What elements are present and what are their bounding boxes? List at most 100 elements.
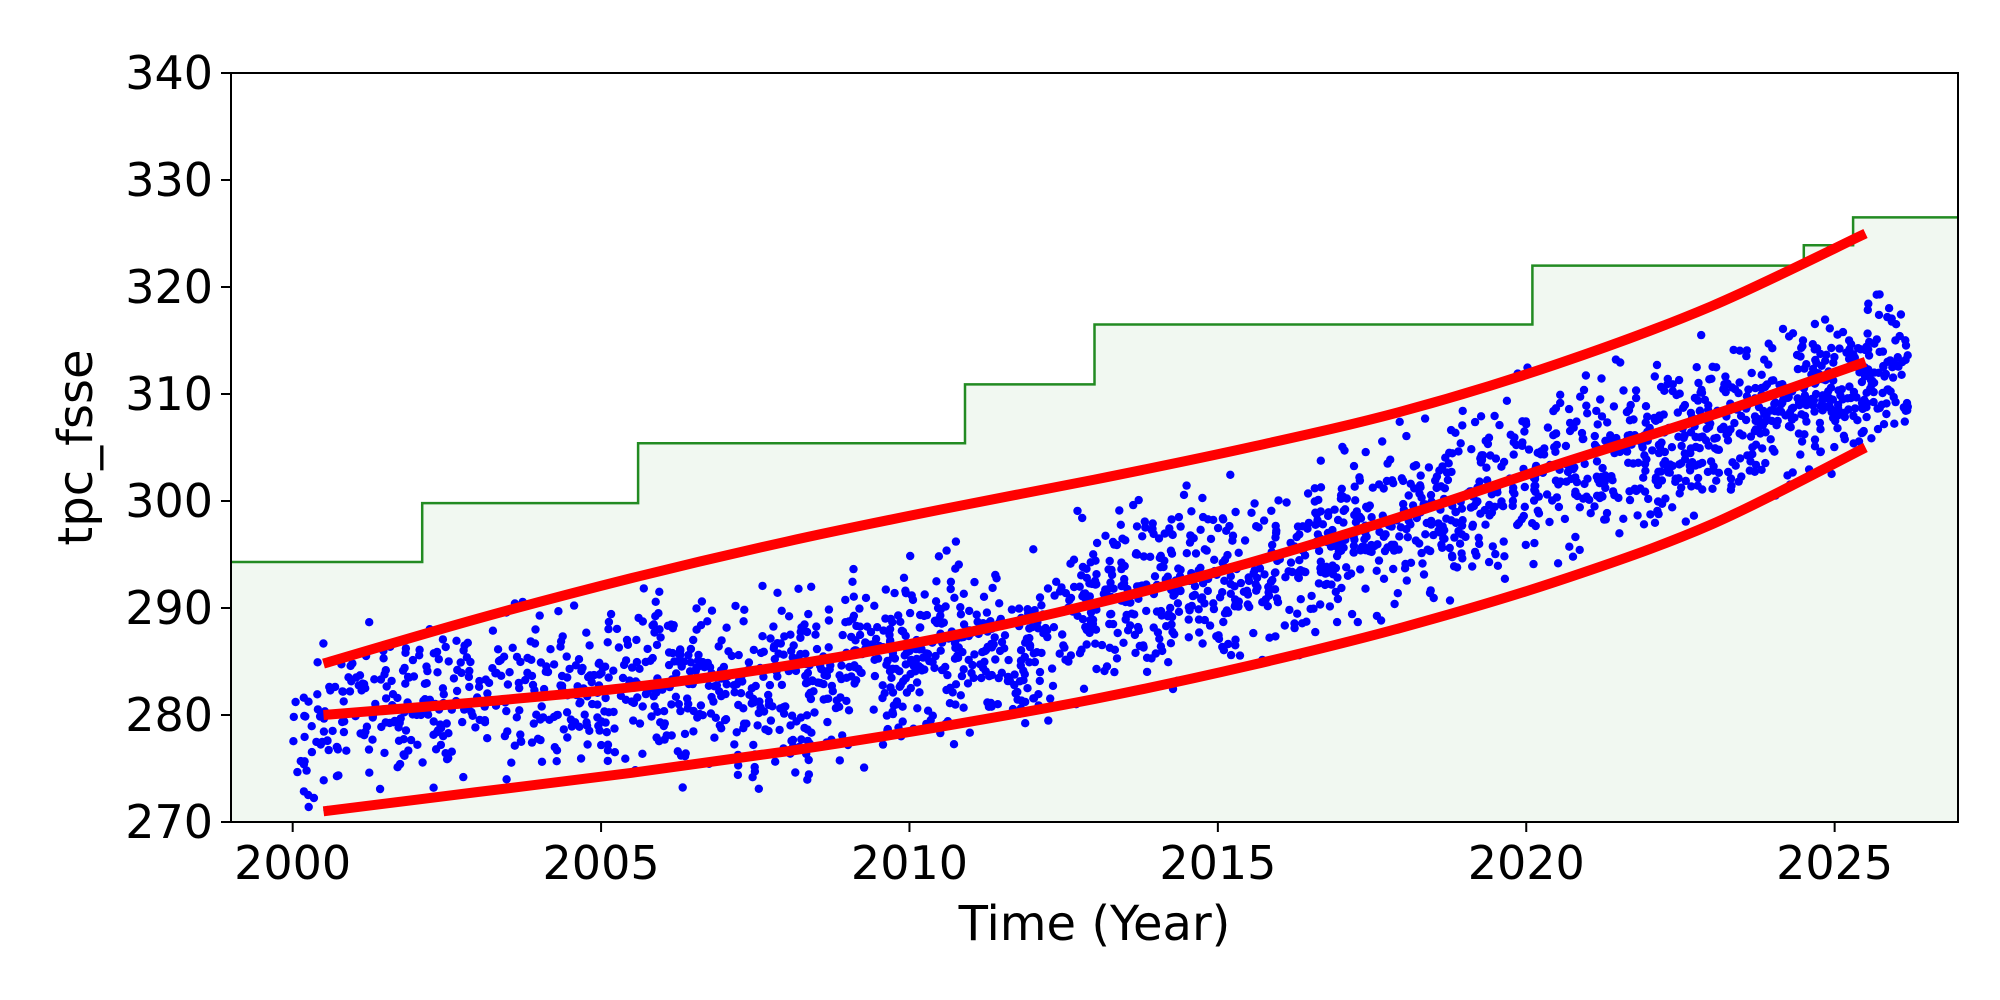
scatter-point	[1583, 409, 1592, 418]
scatter-point	[1215, 593, 1225, 602]
scatter-point	[1800, 430, 1809, 439]
scatter-point	[1893, 353, 1903, 362]
scatter-point	[1564, 404, 1574, 414]
scatter-point	[1421, 530, 1430, 539]
scatter-point	[1777, 407, 1786, 416]
scatter-point	[1323, 511, 1333, 521]
scatter-point	[1378, 437, 1387, 446]
scatter-point	[459, 772, 468, 782]
scatter-point	[651, 597, 660, 606]
scatter-point	[959, 589, 968, 598]
scatter-point	[1196, 563, 1205, 572]
scatter-point	[304, 802, 313, 812]
scatter-point	[380, 748, 389, 758]
scatter-point	[1130, 610, 1139, 619]
scatter-point	[619, 660, 629, 670]
scatter-point	[300, 732, 309, 742]
scatter-point	[1675, 489, 1684, 498]
plot-frame	[230, 72, 1959, 823]
scatter-point	[406, 735, 416, 745]
scatter-point	[1520, 502, 1530, 511]
scatter-point	[1184, 633, 1194, 642]
scatter-point	[650, 702, 659, 711]
scatter-point	[902, 688, 912, 697]
scatter-point	[456, 658, 465, 667]
scatter-point	[639, 584, 648, 593]
scatter-point	[289, 737, 298, 746]
scatter-point	[1742, 346, 1752, 355]
scatter-point	[1092, 664, 1101, 674]
scatter-point	[796, 633, 805, 642]
scatter-point	[753, 721, 762, 730]
scatter-point	[651, 612, 660, 621]
scatter-point	[648, 621, 657, 630]
scatter-point	[803, 775, 812, 784]
scatter-point	[1280, 621, 1290, 630]
scatter-point	[988, 583, 997, 593]
scatter-point	[1858, 428, 1867, 437]
scatter-point	[601, 662, 610, 671]
scatter-point	[604, 673, 613, 682]
scatter-point	[1787, 415, 1797, 424]
scatter-point	[1397, 474, 1407, 483]
scatter-point	[1092, 538, 1102, 548]
scatter-point	[1376, 616, 1386, 625]
scatter-point	[1810, 407, 1819, 416]
scatter-point	[1796, 352, 1805, 361]
scatter-point	[1534, 492, 1544, 501]
scatter-point	[670, 657, 679, 666]
scatter-point	[1778, 324, 1788, 334]
scatter-point	[985, 672, 994, 681]
scatter-point	[381, 694, 391, 703]
scatter-point	[1264, 582, 1273, 592]
scatter-point	[1167, 515, 1176, 524]
scatter-point	[1139, 641, 1148, 650]
scatter-point	[597, 740, 606, 750]
scatter-point	[1086, 608, 1096, 617]
scatter-point	[663, 621, 673, 630]
scatter-point	[1117, 564, 1126, 574]
scatter-point	[1286, 558, 1296, 567]
scatter-point	[1600, 473, 1610, 482]
scatter-point	[1816, 447, 1826, 456]
scatter-point	[1864, 299, 1873, 308]
scatter-point	[1268, 575, 1277, 585]
scatter-point	[1758, 444, 1767, 453]
scatter-point	[1118, 534, 1127, 543]
scatter-point	[1571, 532, 1580, 542]
scatter-point	[1142, 667, 1152, 677]
scatter-point	[1703, 467, 1713, 477]
scatter-point	[873, 623, 882, 632]
scatter-point	[1420, 414, 1430, 423]
scatter-point	[693, 656, 703, 665]
scatter-point	[1447, 467, 1456, 477]
scatter-point	[1443, 475, 1453, 485]
scatter-point	[1788, 468, 1797, 477]
scatter-point	[722, 680, 731, 689]
scatter-point	[1365, 501, 1375, 510]
scatter-point	[1867, 434, 1876, 443]
scatter-point	[1890, 419, 1899, 428]
scatter-point	[968, 660, 977, 670]
scatter-point	[1784, 392, 1793, 402]
scatter-point	[1468, 522, 1477, 531]
scatter-point	[1572, 417, 1581, 426]
scatter-point	[418, 758, 427, 767]
scatter-point	[1690, 393, 1700, 403]
scatter-point	[529, 719, 538, 728]
scatter-point	[980, 657, 989, 666]
scatter-point	[1247, 508, 1256, 517]
scatter-point	[594, 659, 603, 668]
scatter-point	[1863, 329, 1872, 338]
scatter-point	[885, 624, 895, 634]
scatter-point	[788, 735, 798, 745]
scatter-point	[593, 713, 602, 722]
scatter-point	[1225, 521, 1234, 531]
scatter-point	[309, 793, 319, 803]
scatter-point	[1362, 532, 1371, 541]
scatter-point	[1653, 480, 1663, 490]
scatter-point	[629, 716, 638, 725]
scatter-point	[1285, 605, 1294, 615]
scatter-point	[1721, 372, 1730, 381]
scatter-point	[1875, 290, 1884, 299]
